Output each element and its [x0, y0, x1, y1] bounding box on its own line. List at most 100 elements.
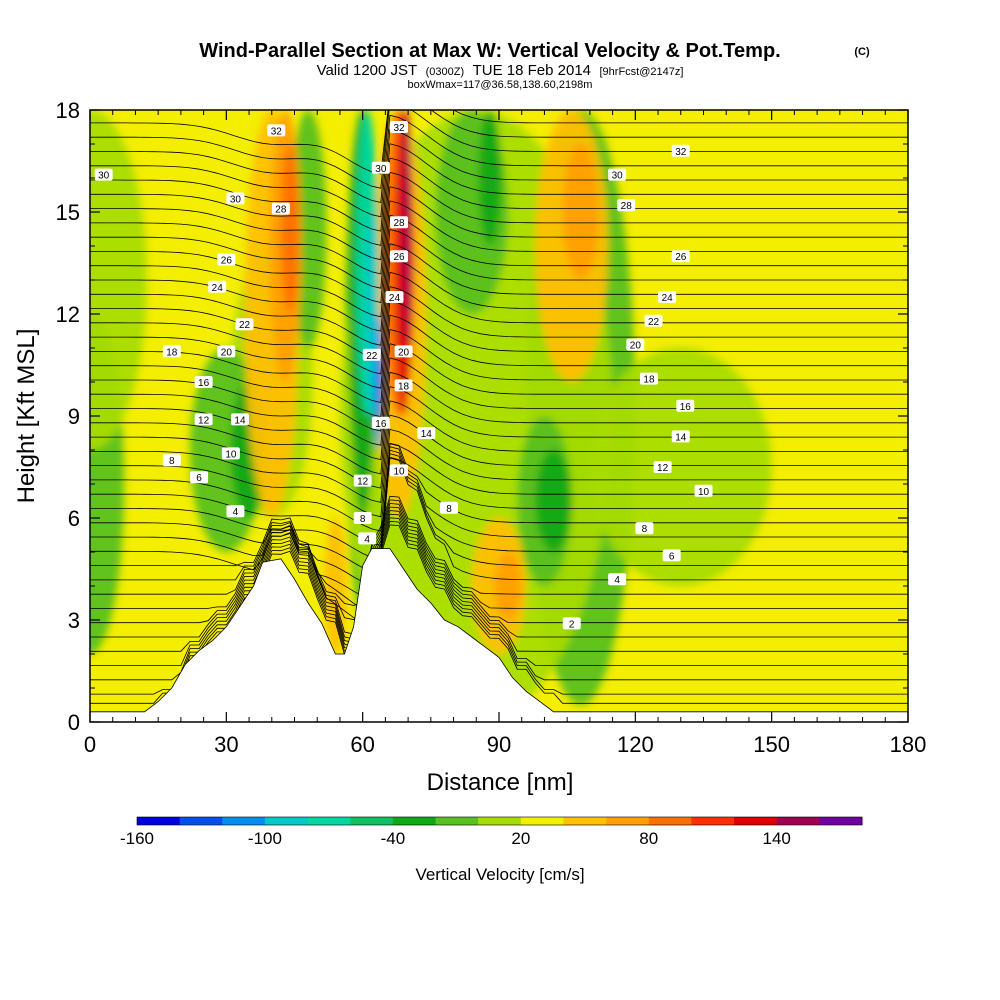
theta-contour: [90, 499, 908, 621]
colorbar-frame: [136, 816, 863, 826]
contour-label: 22: [235, 318, 254, 331]
colorbar-swatch: [392, 817, 437, 825]
colorbar-swatch: [819, 817, 863, 825]
theta-contour: [90, 357, 908, 461]
contour-label: 16: [676, 399, 695, 413]
contour-label: 10: [221, 447, 240, 460]
theta-contour: [90, 506, 908, 640]
contour-label: 2: [562, 617, 581, 630]
theta-contour: [90, 503, 908, 635]
colorbar-label: Vertical Velocity [cm/s]: [415, 865, 584, 884]
contour-label: 30: [94, 168, 113, 182]
svg-text:30: 30: [375, 164, 387, 175]
svg-text:22: 22: [239, 320, 251, 331]
theta-contour: [90, 314, 908, 418]
plot-area: 3032302826242220181614121086432302826242…: [90, 110, 908, 722]
svg-text:14: 14: [234, 415, 246, 426]
theta-contour: [90, 386, 908, 489]
y-tick-label: 9: [68, 404, 80, 429]
theta-contour: [90, 143, 908, 246]
svg-text:16: 16: [198, 378, 210, 389]
contour-label: 4: [608, 573, 627, 586]
svg-text:16: 16: [375, 419, 387, 430]
contour-label: 32: [671, 144, 690, 158]
colorbar-tick-label: -100: [248, 829, 282, 848]
svg-text:20: 20: [630, 341, 642, 352]
contour-label: 30: [226, 192, 245, 205]
contour-label: 26: [217, 253, 236, 267]
contour-label: 32: [267, 124, 286, 137]
theta-contours: [90, 110, 908, 704]
y-axis-label: Height [Kft MSL]: [13, 329, 40, 504]
chart-subtitle-valid: Valid 1200 JST (0300Z) TUE 18 Feb 2014 […: [317, 62, 684, 79]
svg-text:30: 30: [612, 171, 624, 182]
velocity-region: [562, 144, 599, 280]
contour-label: 18: [639, 372, 658, 386]
valid-prefix: Valid 1200 JST: [317, 62, 418, 79]
x-tick-label: 60: [350, 732, 374, 757]
theta-contour: [90, 114, 908, 218]
contour-label: 28: [390, 216, 409, 229]
colorbar-tick-label: -160: [120, 829, 154, 848]
svg-text:10: 10: [225, 449, 237, 460]
theta-contour: [90, 110, 908, 175]
y-tick-label: 6: [68, 506, 80, 531]
svg-text:30: 30: [230, 194, 242, 205]
contour-label: 10: [694, 484, 713, 498]
contour-label: 22: [362, 348, 381, 362]
contour-label: 32: [390, 121, 409, 134]
colorbar-tick-label: 80: [639, 829, 658, 848]
theta-contour: [90, 443, 908, 546]
svg-text:6: 6: [196, 473, 202, 484]
svg-text:28: 28: [393, 218, 405, 229]
contour-label: 8: [353, 512, 372, 525]
valid-date: TUE 18 Feb 2014: [473, 62, 591, 79]
colorbar: -160 -100 -40 20 80 140: [120, 816, 863, 848]
svg-text:4: 4: [233, 507, 239, 518]
colorbar-swatch: [137, 817, 181, 825]
theta-contour: [90, 400, 908, 503]
svg-text:32: 32: [271, 126, 283, 137]
svg-text:10: 10: [393, 466, 405, 477]
theta-contour: [90, 513, 908, 666]
velocity-region: [535, 450, 572, 552]
chart-box-info: boxWmax=117@36.58,138.60,2198m: [408, 79, 593, 91]
svg-text:16: 16: [680, 402, 692, 413]
svg-text:4: 4: [364, 534, 370, 545]
svg-text:10: 10: [698, 487, 710, 498]
colorbar-tick-label: 140: [763, 829, 791, 848]
contour-label: 8: [162, 454, 181, 467]
velocity-region: [494, 552, 522, 620]
theta-contour: [90, 517, 908, 681]
colorbar-tick-label: -40: [381, 829, 406, 848]
theta-contour: [90, 243, 908, 346]
svg-text:8: 8: [169, 456, 175, 467]
contour-label: 10: [390, 464, 409, 477]
svg-text:18: 18: [398, 381, 410, 392]
contour-label: 16: [194, 376, 213, 389]
valid-utc: (0300Z): [426, 66, 465, 78]
contour-label: 12: [353, 474, 372, 488]
theta-contour: [90, 214, 908, 318]
contour-label: 8: [440, 501, 459, 515]
svg-text:6: 6: [669, 551, 675, 562]
colorbar-swatch: [179, 817, 223, 825]
colorbar-swatch: [350, 817, 394, 825]
contour-label: 12: [653, 461, 672, 474]
theta-contour: [90, 510, 908, 652]
contour-label: 16: [371, 416, 390, 430]
svg-text:12: 12: [657, 463, 669, 474]
svg-text:26: 26: [393, 252, 405, 263]
y-tick-label: 0: [68, 710, 80, 735]
velocity-region: [589, 348, 772, 586]
contour-label: 4: [226, 505, 245, 518]
theta-contour: [90, 428, 908, 532]
contour-label: 28: [271, 202, 290, 216]
colorbar-tick-label: 20: [511, 829, 530, 848]
contour-label: 4: [358, 532, 377, 545]
theta-contour: [90, 157, 908, 261]
contour-label: 20: [626, 338, 645, 352]
svg-text:14: 14: [421, 429, 433, 440]
contour-label: 26: [390, 250, 409, 263]
theta-contour: [90, 110, 908, 189]
